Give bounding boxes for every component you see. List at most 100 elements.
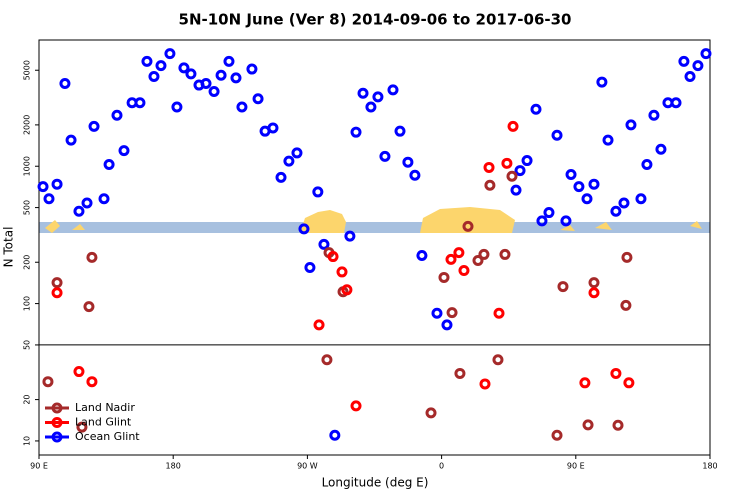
data-point: [551, 429, 563, 441]
data-point: [37, 181, 49, 193]
data-point: [610, 367, 622, 379]
data-point: [372, 91, 384, 103]
data-point: [185, 68, 197, 80]
data-point: [88, 120, 100, 132]
data-point: [493, 307, 505, 319]
data-point: [76, 421, 88, 433]
data-point: [65, 134, 77, 146]
data-point: [438, 271, 450, 283]
data-point: [344, 230, 356, 242]
data-point: [579, 377, 591, 389]
data-point: [506, 170, 518, 182]
data-point: [350, 126, 362, 138]
data-point: [678, 55, 690, 67]
y-tick-label: 50: [23, 340, 32, 350]
data-point: [560, 215, 572, 227]
data-point: [483, 161, 495, 173]
y-tick-label: 500: [23, 200, 32, 215]
data-point: [618, 197, 630, 209]
data-point: [501, 157, 513, 169]
land-shape: [300, 210, 346, 233]
data-point: [670, 97, 682, 109]
data-point: [298, 223, 310, 235]
data-point: [514, 165, 526, 177]
data-point: [635, 193, 647, 205]
data-point: [684, 71, 696, 83]
data-point: [573, 181, 585, 193]
data-point: [215, 69, 227, 81]
data-point: [596, 76, 608, 88]
data-point: [246, 63, 258, 75]
data-point: [59, 78, 71, 90]
y-tick-label: 10: [23, 436, 32, 446]
data-point: [304, 262, 316, 274]
data-point: [478, 248, 490, 260]
data-point: [164, 48, 176, 60]
data-point: [521, 155, 533, 167]
data-point: [283, 155, 295, 167]
data-point: [394, 125, 406, 137]
x-tick-label: 90 E: [30, 462, 48, 471]
data-point: [51, 178, 63, 190]
data-point: [492, 354, 504, 366]
data-point: [148, 71, 160, 83]
data-point: [318, 238, 330, 250]
y-tick-label: 200: [23, 255, 32, 270]
data-point: [83, 301, 95, 313]
data-point: [350, 400, 362, 412]
data-point: [86, 376, 98, 388]
legend-marker: [51, 431, 63, 443]
data-point: [341, 284, 353, 296]
data-point: [441, 319, 453, 331]
data-point: [610, 205, 622, 217]
data-point: [336, 266, 348, 278]
data-point: [588, 287, 600, 299]
x-tick-label: 90 E: [567, 462, 585, 471]
map-strip: [39, 207, 710, 233]
data-point: [313, 319, 325, 331]
data-point: [692, 60, 704, 72]
data-point: [223, 55, 235, 67]
y-tick-label: 100: [23, 296, 32, 311]
data-point: [623, 377, 635, 389]
data-point: [462, 220, 474, 232]
data-point: [536, 215, 548, 227]
data-point: [588, 178, 600, 190]
data-point: [582, 419, 594, 431]
legend-label: Land Nadir: [75, 401, 135, 414]
data-point: [551, 129, 563, 141]
data-point: [73, 366, 85, 378]
y-tick-label: 20: [23, 394, 32, 404]
data-point: [327, 251, 339, 263]
data-point: [431, 307, 443, 319]
data-point: [479, 378, 491, 390]
data-point: [275, 171, 287, 183]
data-point: [648, 109, 660, 121]
data-point: [141, 55, 153, 67]
data-point: [200, 78, 212, 90]
x-axis-label: Longitude (deg E): [322, 476, 429, 490]
data-point: [510, 184, 522, 196]
data-point: [588, 277, 600, 289]
data-point: [357, 87, 369, 99]
data-point: [655, 143, 667, 155]
legend-label: Ocean Glint: [75, 430, 140, 443]
data-point: [42, 376, 54, 388]
data-point: [530, 103, 542, 115]
data-point: [155, 60, 167, 72]
data-point: [98, 193, 110, 205]
data-point: [171, 101, 183, 113]
data-point: [620, 299, 632, 311]
data-point: [409, 169, 421, 181]
data-point: [581, 193, 593, 205]
data-point: [81, 197, 93, 209]
data-point: [291, 147, 303, 159]
x-tick-label: 180: [166, 462, 181, 471]
data-point: [236, 101, 248, 113]
data-point: [446, 307, 458, 319]
data-point: [43, 193, 55, 205]
x-tick-label: 90 W: [297, 462, 318, 471]
data-point: [454, 367, 466, 379]
data-point: [612, 419, 624, 431]
data-point: [312, 186, 324, 198]
